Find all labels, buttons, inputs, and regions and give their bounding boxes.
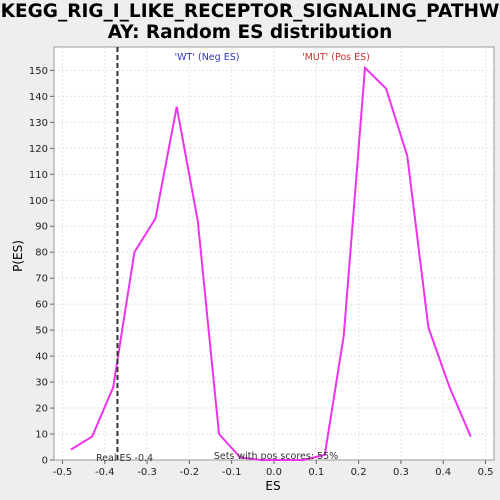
x-tick-label: 0.1 [308,467,324,478]
y-tick-label: 20 [35,404,48,415]
y-tick-label: 0 [42,456,48,467]
y-tick-label: 50 [35,326,48,337]
chart-title-line-2: AY: Random ES distribution [107,22,393,43]
y-tick-label: 130 [29,118,48,129]
x-tick-label: -0.2 [180,467,200,478]
y-tick-label: 110 [29,170,48,181]
x-axis-ticks: -0.5 -0.4 -0.3 -0.2 -0.1 0.0 0.1 0.2 0.3 0.4 0.5 [53,460,494,478]
y-tick-label: 100 [29,196,48,207]
y-tick-label: 60 [35,300,48,311]
x-tick-label: -0.1 [222,467,242,478]
y-tick-label: 80 [35,248,48,259]
x-tick-label: 0.0 [266,467,282,478]
x-tick-label: 0.3 [393,467,409,478]
y-tick-label: 70 [35,274,48,285]
x-tick-label: 0.5 [478,467,494,478]
x-tick-label: -0.4 [95,467,115,478]
y-tick-label: 90 [35,222,48,233]
x-tick-label: -0.5 [53,467,73,478]
y-tick-label: 30 [35,378,48,389]
pos-es-label: 'MUT' (Pos ES) [302,52,370,63]
x-tick-label: 0.4 [435,467,451,478]
x-tick-label: 0.2 [351,467,367,478]
sets-pos-scores-label: Sets with pos scores: 55% [214,451,338,462]
y-tick-label: 140 [29,92,48,103]
y-tick-label: 150 [29,66,48,77]
chart-title-line-1: KEGG_RIG_I_LIKE_RECEPTOR_SIGNALING_PATHW [0,1,500,22]
x-axis-label: ES [265,479,280,493]
grid-lines [54,47,494,460]
neg-es-label: 'WT' (Neg ES) [175,52,240,63]
y-axis-label: P(ES) [11,240,25,272]
y-axis-ticks: 0 10 20 30 40 50 60 70 80 90 100 110 120 130 140 150 [29,66,54,467]
y-tick-label: 40 [35,352,48,363]
real-es-label: Real ES -0.4 [96,453,153,464]
es-distribution-line [70,65,472,461]
y-tick-label: 10 [35,430,48,441]
y-tick-label: 120 [29,144,48,155]
chart-title: KEGG_RIG_I_LIKE_RECEPTOR_SIGNALING_PATHW… [0,1,500,43]
x-tick-label: -0.3 [137,467,157,478]
